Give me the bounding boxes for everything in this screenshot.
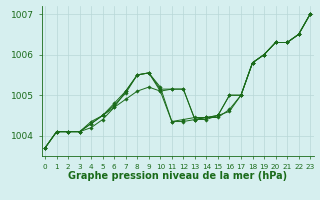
X-axis label: Graphe pression niveau de la mer (hPa): Graphe pression niveau de la mer (hPa) — [68, 171, 287, 181]
